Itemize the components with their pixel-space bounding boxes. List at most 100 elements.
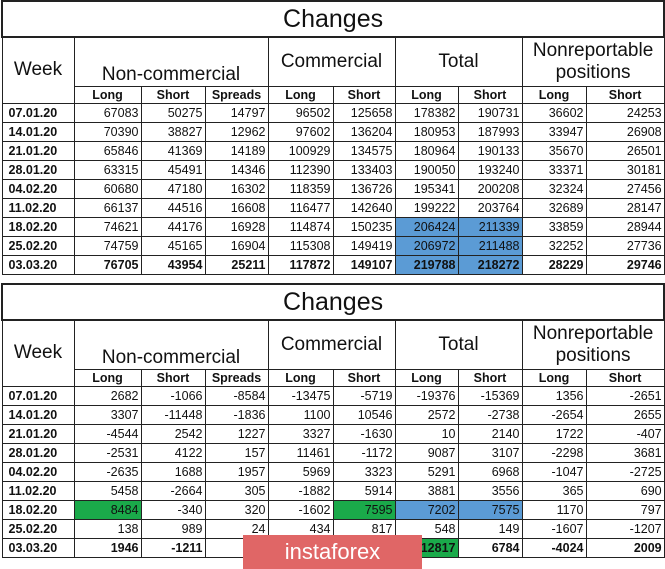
value-cell: 32324: [521, 178, 587, 199]
value-cell: 16904: [204, 235, 269, 256]
value-cell: 76705: [73, 254, 142, 275]
value-cell: 149: [457, 518, 523, 539]
column-header: Long: [267, 368, 334, 387]
value-cell: 1688: [140, 461, 206, 482]
column-header: Spreads: [204, 85, 269, 104]
value-cell: 63315: [73, 159, 142, 180]
value-cell: 12962: [204, 121, 269, 142]
value-cell: -2725: [585, 461, 665, 482]
value-cell: 2572: [394, 404, 459, 425]
value-cell: 180953: [394, 121, 459, 142]
value-cell: -2738: [457, 404, 523, 425]
value-cell: -4544: [73, 423, 142, 444]
value-cell: 67083: [73, 102, 142, 123]
value-cell: 97602: [267, 121, 334, 142]
table-row: 04.02.20 -2635 1688 1957 5969 3323 5291 6968 -10…: [1, 461, 665, 482]
value-cell: 134575: [332, 140, 396, 161]
value-cell: 149107: [332, 254, 396, 275]
table-row: 07.01.20 67083 50275 14797 96502 125658 178382…: [1, 102, 665, 123]
value-cell: 3681: [585, 442, 665, 463]
week-cell: 03.03.20: [1, 254, 75, 275]
value-cell: 10: [394, 423, 459, 444]
value-cell: 116477: [267, 197, 334, 218]
value-cell: 157: [204, 442, 269, 463]
value-cell: 190133: [457, 140, 523, 161]
table-row: 18.02.20 74621 44176 16928 114874 150235 20642…: [1, 216, 665, 237]
value-cell: 150235: [332, 216, 396, 237]
value-cell: 16302: [204, 178, 269, 199]
value-cell: 193240: [457, 159, 523, 180]
value-cell: 2009: [585, 537, 665, 558]
value-cell: -2635: [73, 461, 142, 482]
total-header: Total: [394, 319, 523, 370]
value-cell: -19376: [394, 385, 459, 406]
value-cell: -15369: [457, 385, 523, 406]
value-cell: 28229: [521, 254, 587, 275]
noncommercial-header: Non-commercial: [73, 319, 269, 370]
value-cell: 44176: [140, 216, 206, 237]
value-cell: 10546: [332, 404, 396, 425]
value-cell: 3881: [394, 480, 459, 501]
week-cell: 21.01.20: [1, 140, 75, 161]
value-cell: 96502: [267, 102, 334, 123]
value-cell: 125658: [332, 102, 396, 123]
value-cell: 47180: [140, 178, 206, 199]
table-row: 25.02.20 74759 45165 16904 115308 149419 20697…: [1, 235, 665, 256]
week-cell: 18.02.20: [1, 499, 75, 520]
value-cell: 320: [204, 499, 269, 520]
value-cell: 7575: [457, 499, 523, 520]
value-cell: -1602: [267, 499, 334, 520]
column-header: Short: [332, 85, 396, 104]
value-cell: 180964: [394, 140, 459, 161]
value-cell: -1066: [140, 385, 206, 406]
column-header: Long: [267, 85, 334, 104]
value-cell: 65846: [73, 140, 142, 161]
value-cell: -340: [140, 499, 206, 520]
value-cell: 3107: [457, 442, 523, 463]
value-cell: 211339: [457, 216, 523, 237]
value-cell: 16608: [204, 197, 269, 218]
week-cell: 14.01.20: [1, 121, 75, 142]
value-cell: -1607: [521, 518, 587, 539]
value-cell: 26908: [585, 121, 665, 142]
week-cell: 25.02.20: [1, 235, 75, 256]
value-cell: 118359: [267, 178, 334, 199]
week-cell: 11.02.20: [1, 197, 75, 218]
value-cell: -1882: [267, 480, 334, 501]
value-cell: 26501: [585, 140, 665, 161]
value-cell: 114874: [267, 216, 334, 237]
value-cell: 5914: [332, 480, 396, 501]
changes-table: Changes Week Non-commercial Commercial To…: [0, 283, 665, 558]
week-cell: 11.02.20: [1, 480, 75, 501]
value-cell: 219788: [394, 254, 459, 275]
value-cell: 41369: [140, 140, 206, 161]
value-cell: -407: [585, 423, 665, 444]
value-cell: 28147: [585, 197, 665, 218]
value-cell: 45491: [140, 159, 206, 180]
table-row: 14.01.20 70390 38827 12962 97602 136204 180953…: [1, 121, 665, 142]
value-cell: 1227: [204, 423, 269, 444]
value-cell: 14797: [204, 102, 269, 123]
table-row: 11.02.20 66137 44516 16608 116477 142640 19922…: [1, 197, 665, 218]
value-cell: 29746: [585, 254, 665, 275]
table-row: 28.01.20 63315 45491 14346 112390 133403 19005…: [1, 159, 665, 180]
value-cell: 33947: [521, 121, 587, 142]
value-cell: 43954: [140, 254, 206, 275]
value-cell: 5969: [267, 461, 334, 482]
week-cell: 07.01.20: [1, 102, 75, 123]
column-header: Long: [394, 85, 459, 104]
value-cell: 6784: [457, 537, 523, 558]
positions-table: Changes Week Non-commercial Commercial To…: [0, 0, 665, 275]
value-cell: 100929: [267, 140, 334, 161]
value-cell: 6968: [457, 461, 523, 482]
column-header: Long: [521, 368, 587, 387]
column-header: Short: [457, 368, 523, 387]
value-cell: 3323: [332, 461, 396, 482]
value-cell: 142640: [332, 197, 396, 218]
column-header: Short: [585, 85, 665, 104]
value-cell: -11448: [140, 404, 206, 425]
value-cell: 2682: [73, 385, 142, 406]
table-row: 14.01.20 3307 -11448 -1836 1100 10546 2572 -273…: [1, 404, 665, 425]
value-cell: -1207: [585, 518, 665, 539]
